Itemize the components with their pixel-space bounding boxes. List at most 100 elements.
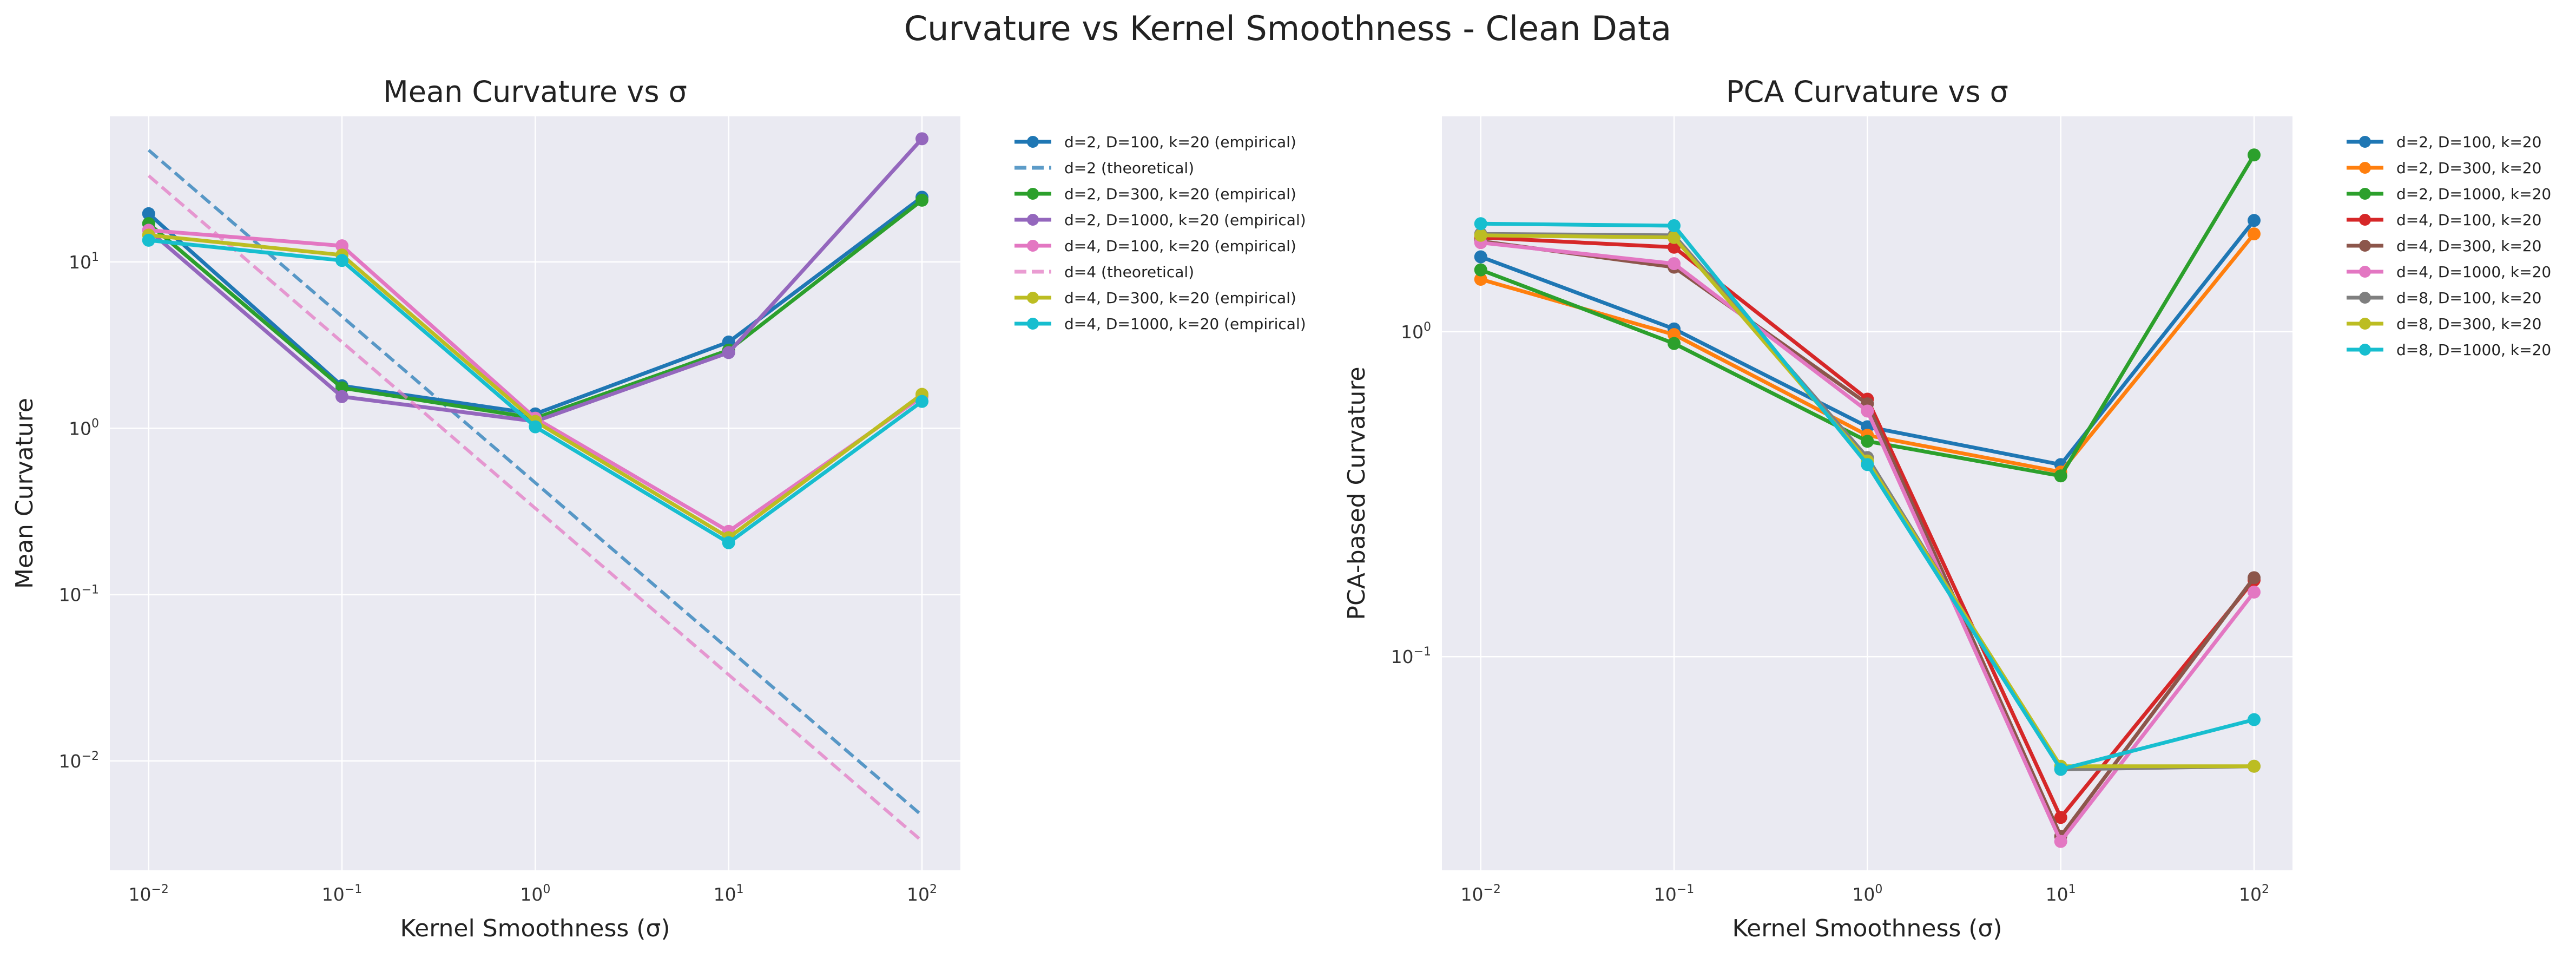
series-group [1474, 148, 2261, 848]
x-tick-label: 102 [907, 883, 937, 905]
y-tick-label-exp: −1 [82, 583, 99, 597]
legend-item: d=2, D=1000, k=20 (empirical) [1014, 211, 1306, 229]
legend-label: d=4, D=300, k=20 [2396, 237, 2541, 255]
data-point [1474, 217, 1487, 231]
data-point [1474, 263, 1487, 277]
x-axis-label: Kernel Smoothness (σ) [400, 915, 670, 942]
data-point [2248, 227, 2261, 241]
data-point [335, 254, 349, 267]
x-tick-label-base: 10 [128, 884, 151, 905]
legend-marker [2359, 214, 2371, 226]
data-point [2248, 713, 2261, 726]
data-point [915, 132, 929, 146]
chart-title: Mean Curvature vs σ [383, 75, 687, 109]
data-point [1668, 328, 1681, 342]
x-tick-label: 10−2 [1460, 883, 1500, 905]
data-point [1668, 257, 1681, 271]
x-tick-label-exp: −1 [345, 883, 362, 896]
x-tick-label: 10−1 [1654, 883, 1694, 905]
y-tick-label-base: 10 [59, 751, 82, 772]
legend-marker [1027, 136, 1039, 148]
legend-label: d=8, D=1000, k=20 [2396, 341, 2551, 359]
data-point [2248, 148, 2261, 162]
y-axis-label: Mean Curvature [11, 398, 38, 589]
x-tick-label-exp: −1 [1677, 883, 1694, 896]
y-tick-label: 101 [69, 251, 99, 273]
legend-item: d=8, D=1000, k=20 [2347, 341, 2551, 359]
legend-label: d=8, D=100, k=20 [2396, 289, 2541, 307]
legend-marker [2359, 162, 2371, 174]
data-point [1861, 435, 1874, 448]
legend-label: d=2, D=1000, k=20 [2396, 185, 2551, 203]
legend-label: d=4, D=1000, k=20 [2396, 263, 2551, 281]
data-point [2054, 835, 2067, 848]
legend-marker [2359, 240, 2371, 252]
data-point [915, 395, 929, 408]
legend-label: d=2, D=100, k=20 [2396, 133, 2541, 151]
y-tick-label-base: 10 [59, 585, 82, 606]
data-point [529, 420, 542, 434]
x-tick-label-exp: 2 [930, 883, 937, 896]
legend-marker [2359, 344, 2371, 356]
series-line [147, 174, 923, 843]
legend-marker [2359, 292, 2371, 304]
legend-item: d=4, D=100, k=20 (empirical) [1014, 237, 1296, 255]
x-tick-label-base: 10 [2046, 884, 2068, 905]
legend-marker [1027, 292, 1039, 304]
figure-title: Curvature vs Kernel Smoothness - Clean D… [904, 9, 1671, 48]
data-point [1474, 273, 1487, 286]
legend-item: d=4, D=300, k=20 (empirical) [1014, 289, 1296, 307]
y-tick-label-exp: 0 [91, 417, 99, 430]
y-tick-label: 10−1 [59, 583, 99, 606]
y-tick-label: 100 [69, 417, 99, 439]
data-point [1474, 228, 1487, 242]
legend-item: d=4, D=1000, k=20 [2347, 263, 2551, 281]
y-tick-label: 10−2 [59, 750, 99, 772]
x-tick-label-exp: 2 [2262, 883, 2269, 896]
x-tick-label-exp: 1 [2068, 883, 2076, 896]
x-tick-label: 101 [2046, 883, 2076, 905]
data-point [142, 233, 155, 247]
y-axis-label: PCA-based Curvature [1343, 366, 1371, 620]
x-tick-label-base: 10 [1852, 884, 1875, 905]
x-tick-label-exp: 0 [543, 883, 550, 896]
chart-title: PCA Curvature vs σ [1726, 75, 2008, 109]
legend-marker [1027, 318, 1039, 330]
data-point [722, 536, 735, 549]
x-tick-label: 10−2 [128, 883, 168, 905]
x-tick-label-exp: 0 [1875, 883, 1882, 896]
y-tick-label: 10−1 [1391, 645, 1431, 667]
legend-item: d=4, D=300, k=20 [2347, 237, 2541, 255]
y-tick-label-exp: −1 [1414, 645, 1431, 659]
y-tick-label-exp: 1 [91, 251, 99, 264]
data-point [1861, 404, 1874, 418]
data-point [335, 390, 349, 403]
legend-item: d=2 (theoretical) [1014, 159, 1194, 177]
legend-label: d=2, D=100, k=20 (empirical) [1064, 133, 1296, 151]
y-tick-label-base: 10 [69, 418, 91, 439]
legend-marker [2359, 136, 2371, 148]
legend-label: d=2, D=300, k=20 (empirical) [1064, 185, 1296, 203]
series-group [142, 132, 929, 843]
x-tick-label-base: 10 [907, 884, 930, 905]
x-tick-label-base: 10 [2239, 884, 2262, 905]
x-tick-label-base: 10 [1654, 884, 1677, 905]
data-point [1668, 219, 1681, 232]
legend: d=2, D=100, k=20 (empirical) d=2 (theoret… [1014, 133, 1306, 333]
y-tick-label-base: 10 [1391, 646, 1414, 667]
legend-item: d=2, D=300, k=20 (empirical) [1014, 185, 1296, 203]
y-tick-label-exp: 0 [1424, 320, 1431, 334]
x-axis-label: Kernel Smoothness (σ) [1732, 915, 2002, 942]
legend-item: d=2, D=300, k=20 [2347, 159, 2541, 177]
x-tick-label: 100 [520, 883, 550, 905]
y-tick-label-base: 10 [1401, 321, 1424, 343]
legend-item: d=2, D=100, k=20 [2347, 133, 2541, 151]
data-point [915, 193, 929, 207]
legend-item: d=4 (theoretical) [1014, 263, 1194, 281]
data-point [2248, 214, 2261, 227]
legend-item: d=8, D=300, k=20 [2347, 315, 2541, 333]
legend-label: d=2, D=1000, k=20 (empirical) [1064, 211, 1306, 229]
